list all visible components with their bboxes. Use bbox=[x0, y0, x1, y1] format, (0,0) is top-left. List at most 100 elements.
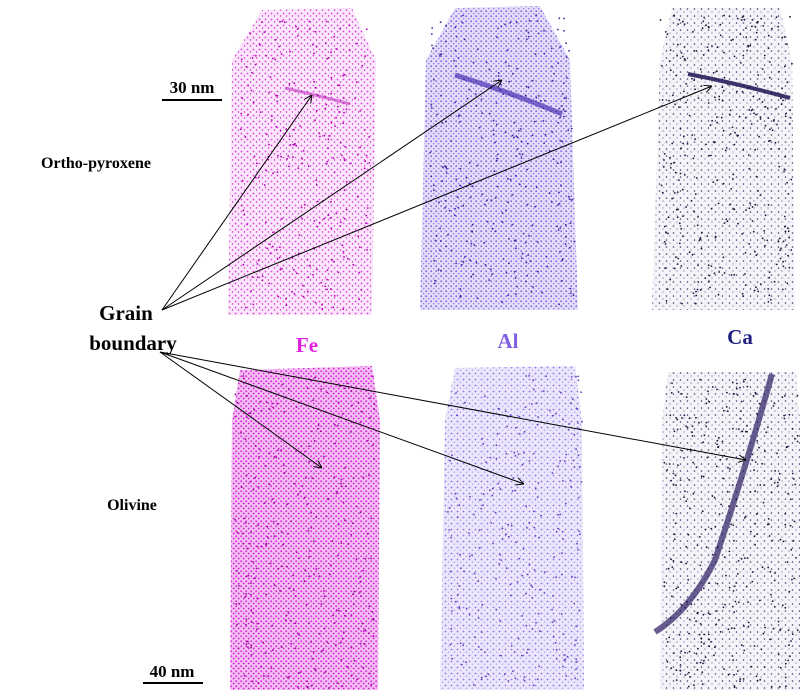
atom-dot bbox=[339, 225, 341, 227]
atom-dot bbox=[558, 17, 560, 19]
atom-dot bbox=[237, 402, 239, 404]
atom-dot bbox=[359, 591, 361, 593]
atom-dot bbox=[571, 576, 573, 578]
atom-dot bbox=[357, 154, 359, 156]
atom-dot bbox=[326, 163, 328, 165]
atom-dot bbox=[309, 28, 311, 30]
atom-dot bbox=[694, 138, 696, 140]
atom-dot bbox=[350, 163, 352, 165]
atom-dot bbox=[565, 454, 567, 456]
atom-dot bbox=[706, 422, 708, 424]
atom-dot bbox=[768, 47, 770, 49]
atom-dot bbox=[562, 419, 564, 421]
atom-dot bbox=[299, 491, 301, 493]
atom-dot bbox=[344, 218, 346, 220]
atom-dot bbox=[741, 558, 743, 560]
atom-dot bbox=[265, 652, 267, 654]
atom-dot bbox=[464, 256, 466, 258]
atom-dot bbox=[315, 87, 317, 89]
atom-dot bbox=[787, 227, 789, 229]
atom-dot bbox=[433, 184, 435, 186]
atom-dot bbox=[257, 276, 259, 278]
atom-dot bbox=[438, 201, 440, 203]
atom-dot bbox=[710, 641, 712, 643]
atom-dot bbox=[333, 261, 335, 263]
atom-dot bbox=[309, 550, 311, 552]
atom-dot bbox=[460, 168, 462, 170]
atom-dot bbox=[289, 83, 291, 85]
atom-dot bbox=[777, 485, 779, 487]
atom-dot bbox=[458, 585, 460, 587]
atom-dot bbox=[317, 428, 319, 430]
atom-dot bbox=[338, 111, 340, 113]
atom-dot bbox=[697, 224, 699, 226]
atom-dot bbox=[246, 619, 248, 621]
atom-dot bbox=[670, 558, 672, 560]
atom-dot bbox=[664, 241, 666, 243]
atom-dot bbox=[493, 134, 495, 136]
atom-dot bbox=[563, 116, 565, 118]
atom-dot bbox=[357, 235, 359, 237]
atom-dot bbox=[310, 641, 312, 643]
atom-dot bbox=[306, 680, 308, 682]
atom-dot bbox=[346, 69, 348, 71]
atom-dot bbox=[462, 22, 464, 24]
atom-dot bbox=[311, 431, 313, 433]
atom-dot bbox=[788, 230, 790, 232]
atom-dot bbox=[669, 60, 671, 62]
atom-dot bbox=[693, 79, 695, 81]
atom-dot bbox=[286, 614, 288, 616]
atom-dot bbox=[544, 571, 546, 573]
atom-dot bbox=[431, 27, 433, 29]
atom-dot bbox=[749, 202, 751, 204]
atom-dot bbox=[755, 286, 757, 288]
atom-dot bbox=[752, 19, 754, 21]
atom-dot bbox=[507, 178, 509, 180]
atom-dot bbox=[558, 304, 560, 306]
atom-dot bbox=[483, 242, 485, 244]
atom-dot bbox=[459, 121, 461, 123]
atom-dot bbox=[302, 285, 304, 287]
atom-dot bbox=[732, 524, 734, 526]
atom-dot bbox=[482, 504, 484, 506]
atom-dot bbox=[544, 100, 546, 102]
atom-dot bbox=[759, 98, 761, 100]
atom-dot bbox=[787, 193, 789, 195]
atom-dot bbox=[246, 643, 248, 645]
atom-dot bbox=[366, 155, 368, 157]
atom-dot bbox=[341, 479, 343, 481]
atom-dot bbox=[693, 50, 695, 52]
atom-dot bbox=[691, 431, 693, 433]
atom-dot bbox=[769, 639, 771, 641]
atom-dot bbox=[237, 647, 239, 649]
atom-dot bbox=[454, 208, 456, 210]
atom-dot bbox=[270, 563, 272, 565]
atom-dot bbox=[760, 283, 762, 285]
atom-dot bbox=[554, 620, 556, 622]
atom-dot bbox=[451, 658, 453, 660]
atom-dot bbox=[783, 266, 785, 268]
atom-dot bbox=[531, 586, 533, 588]
atom-dot bbox=[730, 133, 732, 135]
atom-dot bbox=[740, 418, 742, 420]
atom-dot bbox=[484, 651, 486, 653]
atom-dot bbox=[343, 251, 345, 253]
atom-dot bbox=[717, 446, 719, 448]
atom-dot bbox=[767, 567, 769, 569]
atom-dot bbox=[673, 484, 675, 486]
atom-dot bbox=[239, 603, 241, 605]
atom-dot bbox=[563, 82, 565, 84]
atom-dot bbox=[670, 163, 672, 165]
atom-dot bbox=[685, 425, 687, 427]
atom-dot bbox=[341, 659, 343, 661]
atom-dot bbox=[361, 623, 363, 625]
atom-dot bbox=[265, 170, 267, 172]
atom-dot bbox=[687, 427, 689, 429]
atom-dot bbox=[760, 118, 762, 120]
atom-dot bbox=[668, 216, 670, 218]
atom-dot bbox=[680, 664, 682, 666]
atom-dot bbox=[788, 629, 790, 631]
atom-dot bbox=[773, 405, 775, 407]
atom-dot bbox=[697, 669, 699, 671]
atom-dot bbox=[252, 561, 254, 563]
